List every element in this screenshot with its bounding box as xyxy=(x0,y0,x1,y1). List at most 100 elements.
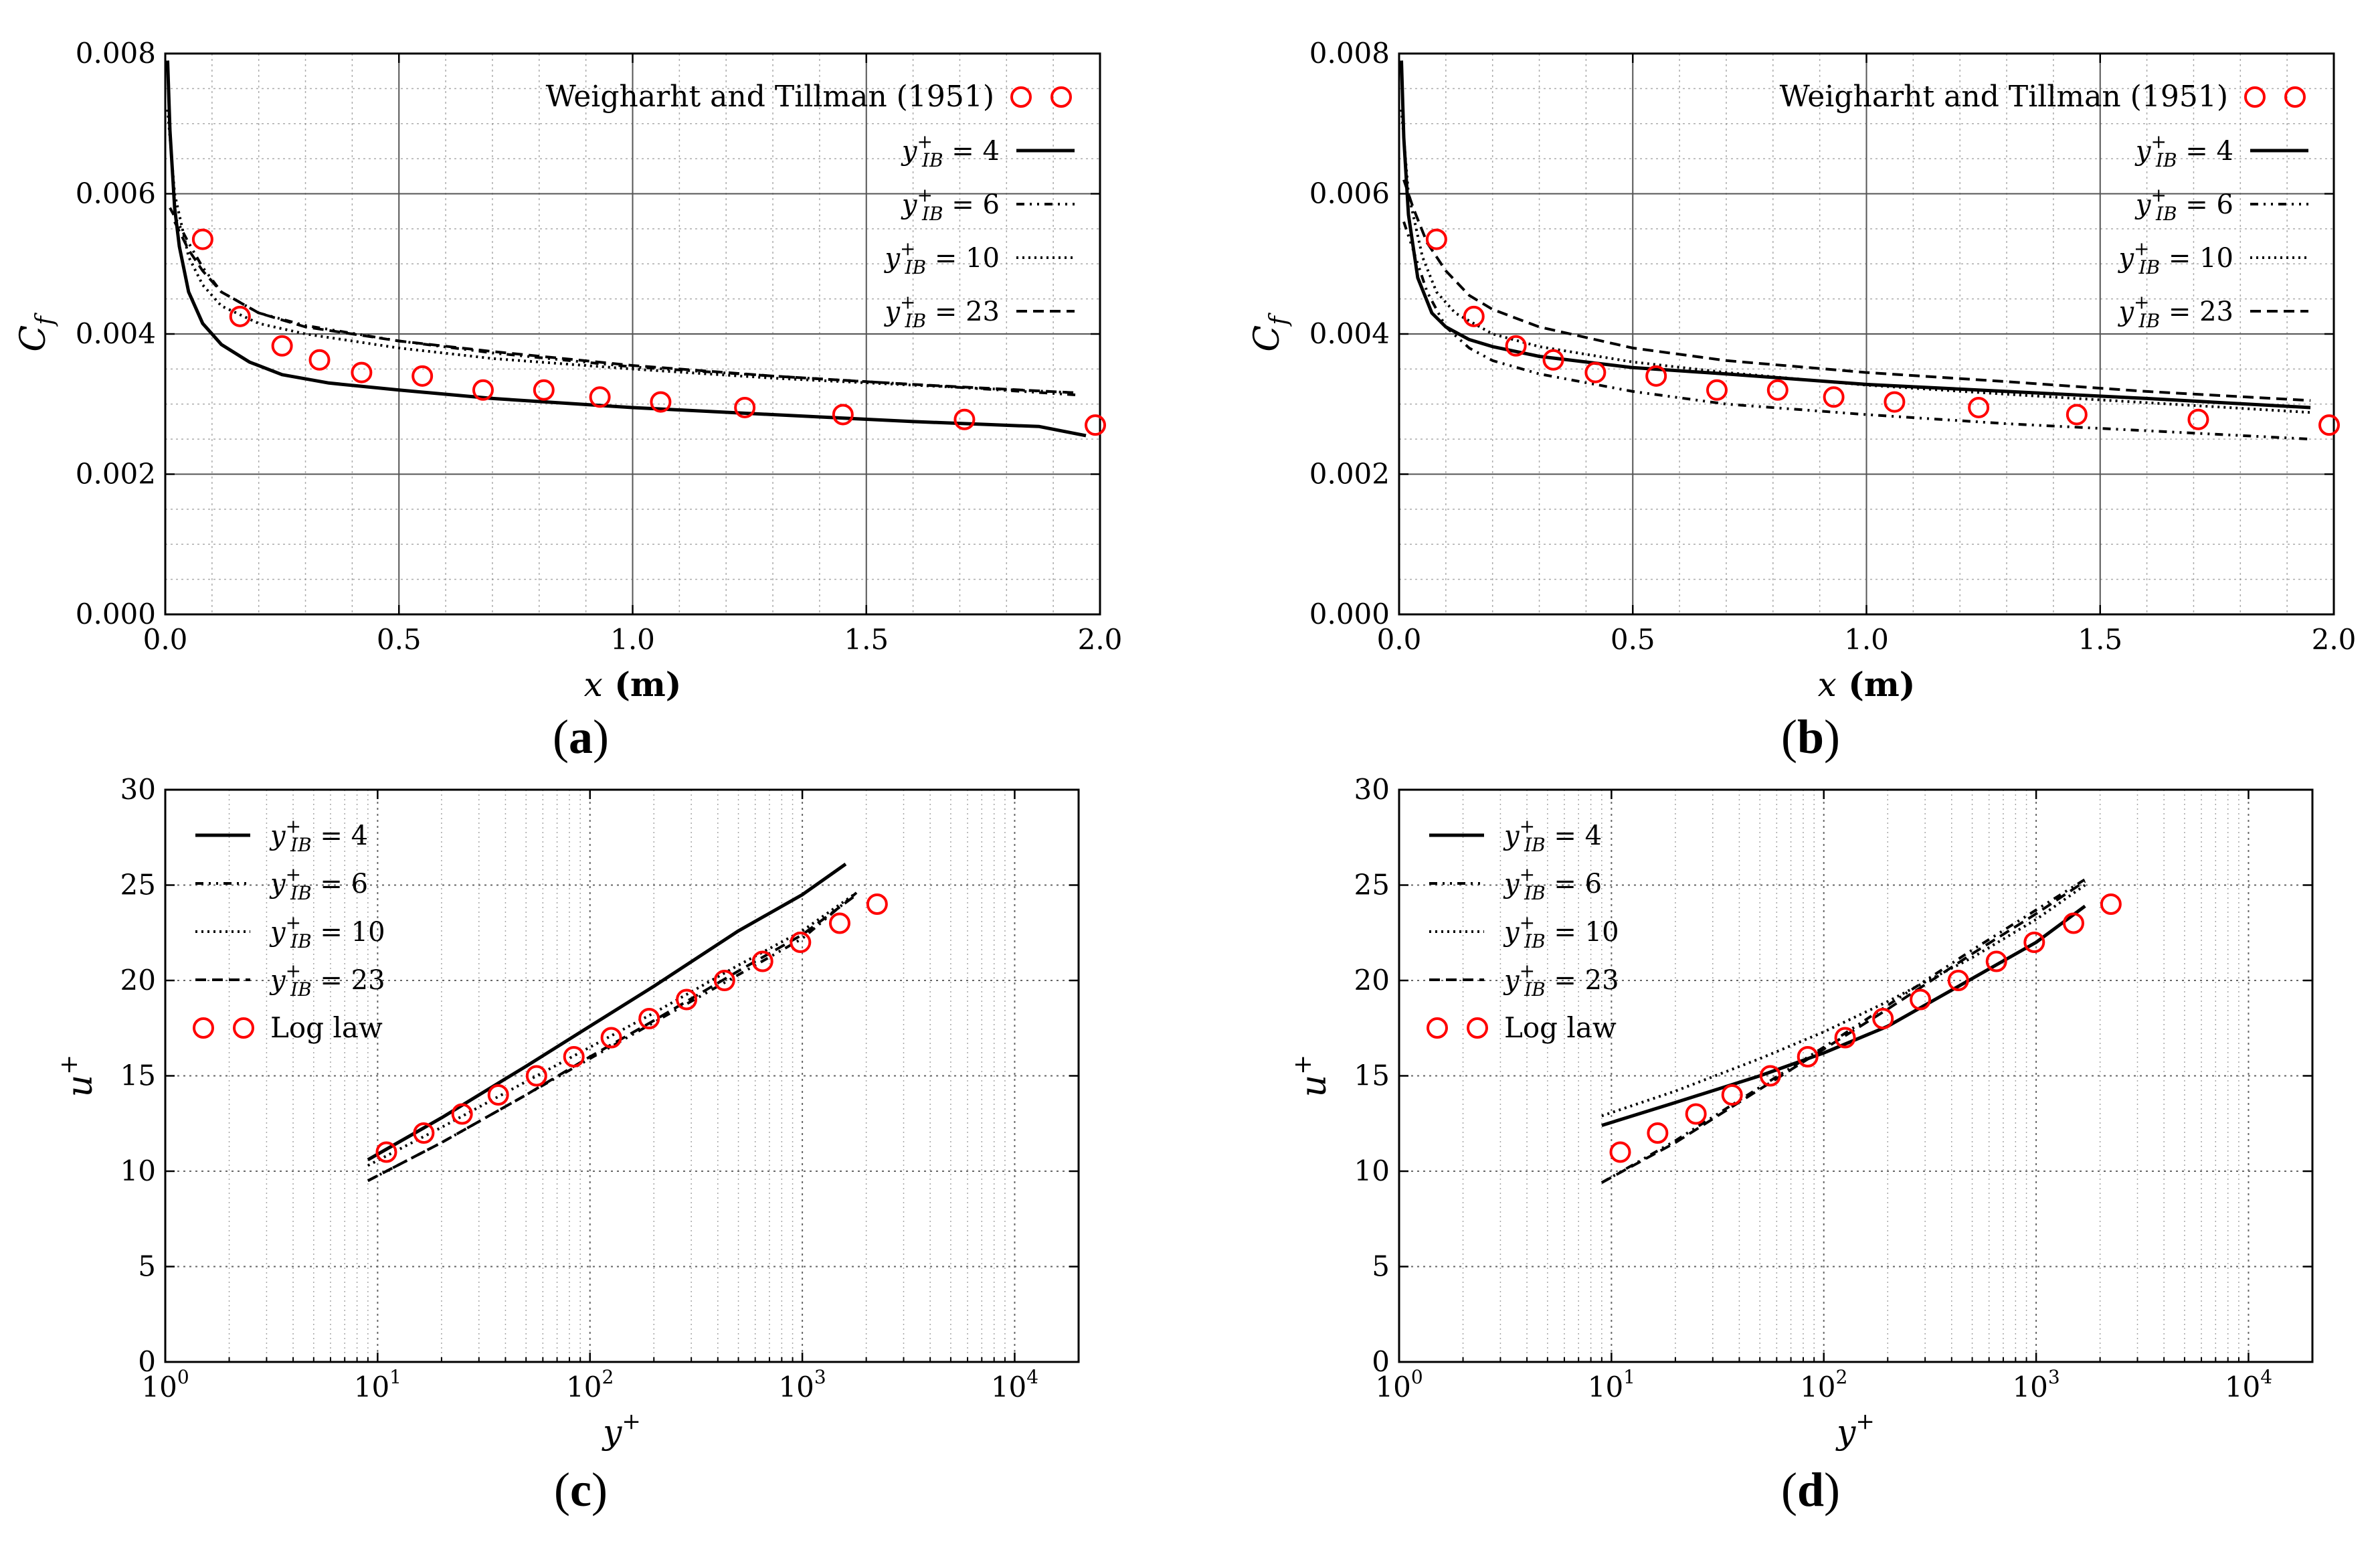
y-tick-label: 0.000 xyxy=(76,598,156,630)
y-tick-label: 10 xyxy=(1354,1154,1390,1187)
legend-label: Weigharht and Tillman (1951) xyxy=(546,80,994,114)
reference-point xyxy=(2023,932,2045,953)
legend-marker xyxy=(1467,1017,1488,1039)
caption-letter: a xyxy=(569,710,593,764)
plot-frame xyxy=(164,788,1080,1363)
legend-label: y+ IB = 4 xyxy=(2134,131,2233,171)
series-line-yIB-4 xyxy=(166,60,1087,438)
x-tick-label: 1.5 xyxy=(844,623,889,656)
x-tick-label: 0.0 xyxy=(1377,623,1422,656)
reference-point xyxy=(1759,1065,1781,1087)
ticks: 100 101 102 103 104 0 5 10 15 20 25 30 xyxy=(1354,773,2313,1403)
caption-d: (d) xyxy=(1780,1463,1840,1517)
caption-a: (a) xyxy=(553,710,609,764)
reference-point xyxy=(308,349,331,371)
reference-point xyxy=(1968,396,1990,418)
legend: y+ IB = 4 y+ IB = 6 y+ IB = 10 y+ IB = 23 Log la… xyxy=(1427,815,1619,1044)
caption-letter: b xyxy=(1797,710,1825,764)
reference-markers xyxy=(375,893,888,1163)
x-tick-label: 100 xyxy=(141,1366,189,1403)
reference-markers xyxy=(1609,893,2122,1163)
reference-point xyxy=(413,1122,435,1144)
legend-label: y+ IB = 6 xyxy=(2134,184,2233,225)
y-tick-label: 25 xyxy=(1354,869,1390,901)
ticks: 100 101 102 103 104 0 5 10 15 20 25 30 xyxy=(120,773,1079,1403)
series-group xyxy=(166,60,1087,438)
reference-point xyxy=(351,361,373,383)
reference-point xyxy=(375,1141,397,1163)
reference-point xyxy=(1872,1008,1894,1029)
caption-b: (b) xyxy=(1780,710,1840,764)
x-tick-label: 2.0 xyxy=(1078,623,1123,656)
legend-label: Log law xyxy=(270,1011,383,1044)
reference-point xyxy=(1910,988,1932,1011)
reference-point xyxy=(2066,404,2088,426)
reference-point xyxy=(1645,365,1667,387)
reference-point xyxy=(2318,414,2341,436)
legend: Weigharht and Tillman (1951) y+ IB = 4 y+ IB… xyxy=(546,80,1075,332)
chart-panel-b: 0.0 0.5 1.0 1.5 2.0 0.000 0.002 0.004 0.006 0.008… xyxy=(1247,37,2356,704)
reference-point xyxy=(271,335,293,357)
series-line-yIB-23 xyxy=(173,221,1077,394)
y-axis-label: Cf xyxy=(13,313,59,352)
x-tick-label: 103 xyxy=(778,1366,826,1403)
reference-point xyxy=(828,912,850,934)
reference-point xyxy=(1542,349,1564,371)
reference-point xyxy=(1985,950,2007,972)
reference-point xyxy=(2100,893,2122,915)
reference-point xyxy=(953,408,976,430)
x-tick-label: 0.5 xyxy=(377,623,422,656)
reference-point xyxy=(734,396,756,418)
ticks: 0.0 0.5 1.0 1.5 2.0 0.000 0.002 0.004 0.006 0.008 xyxy=(76,37,1123,656)
x-tick-label: 1.0 xyxy=(1844,623,1889,656)
reference-point xyxy=(1085,414,1107,436)
x-tick-label: 1.0 xyxy=(610,623,655,656)
x-tick-label: 104 xyxy=(991,1366,1038,1403)
y-tick-label: 0.008 xyxy=(76,37,156,70)
reference-point xyxy=(589,386,611,408)
reference-point xyxy=(1721,1084,1743,1106)
x-tick-label: 102 xyxy=(1800,1366,1847,1403)
y-tick-label: 0.008 xyxy=(1309,37,1390,70)
legend-label: y+ IB = 6 xyxy=(1503,863,1602,904)
reference-point xyxy=(1706,379,1728,401)
chart-panel-a: 0.0 0.5 1.0 1.5 2.0 0.000 0.002 0.004 0.006 0.008… xyxy=(13,37,1123,704)
legend-marker xyxy=(1010,86,1032,108)
y-tick-label: 0.002 xyxy=(76,458,156,491)
x-axis-label: y+ xyxy=(1835,1408,1875,1452)
legend-marker xyxy=(2244,86,2266,108)
x-tick-label: 101 xyxy=(354,1366,401,1403)
y-tick-label: 0 xyxy=(1372,1345,1390,1378)
y-tick-label: 0 xyxy=(138,1345,156,1378)
x-axis-label: x (m) xyxy=(584,665,682,704)
reference-point xyxy=(411,365,434,387)
y-tick-label: 10 xyxy=(120,1154,156,1187)
reference-point xyxy=(472,379,494,401)
reference-markers xyxy=(191,228,1107,436)
reference-point xyxy=(1947,970,1969,991)
legend-marker xyxy=(193,1017,214,1039)
reference-point xyxy=(487,1084,509,1106)
series-line-yIB-4 xyxy=(1400,60,2311,410)
legend-label: y+ IB = 10 xyxy=(1503,912,1619,952)
reference-point xyxy=(1797,1046,1819,1067)
legend-label: y+ IB = 6 xyxy=(901,184,1000,225)
legend-label: y+ IB = 6 xyxy=(269,863,368,904)
y-tick-label: 30 xyxy=(120,773,156,806)
legend-marker xyxy=(233,1017,254,1039)
y-axis-label: Cf xyxy=(1247,313,1293,352)
y-tick-label: 0.006 xyxy=(1309,177,1390,210)
y-tick-label: 0.002 xyxy=(1309,458,1390,491)
series-line-yIB-4 xyxy=(367,863,847,1162)
legend-label: Weigharht and Tillman (1951) xyxy=(1780,80,2228,114)
series-line-yIB-23 xyxy=(1600,880,2086,1184)
legend-marker xyxy=(1427,1017,1448,1039)
reference-point xyxy=(1884,391,1906,413)
reference-point xyxy=(638,1008,660,1029)
reference-point xyxy=(650,391,672,413)
reference-point xyxy=(600,1027,622,1049)
reference-point xyxy=(563,1046,585,1067)
legend-label: y+ IB = 23 xyxy=(883,291,1000,332)
